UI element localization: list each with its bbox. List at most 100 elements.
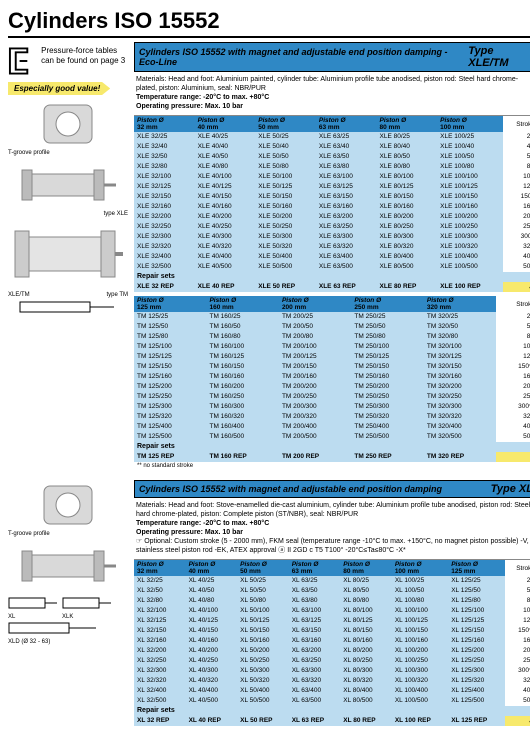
cell: TM 125/400 xyxy=(134,422,206,432)
cell-stroke: 150* xyxy=(503,192,530,202)
cell: XLE 32/125 xyxy=(134,182,195,192)
cell: XL 32/320 xyxy=(134,676,186,686)
table-row: XLE 32/200XLE 40/200XLE 50/200XLE 63/200… xyxy=(134,212,530,222)
cell: TM 125/100 xyxy=(134,342,206,352)
cell: TM 200/125 xyxy=(279,352,351,362)
cell: XLE 63/150 xyxy=(316,192,377,202)
col-head: Piston Ø63 mm xyxy=(316,116,377,132)
col-head-stroke: Stroke xyxy=(503,116,530,132)
cell: XL 50/400 xyxy=(237,686,289,696)
cell: XL 63/300 xyxy=(289,666,341,676)
cell: TM 250/250 xyxy=(351,392,423,402)
cell: XL 125/150 xyxy=(448,626,504,636)
col-head: Piston Ø50 mm xyxy=(237,560,289,576)
cell-stroke: 150** xyxy=(505,626,530,636)
cell-stroke: 400 xyxy=(496,422,530,432)
cell: XL 80/400 xyxy=(340,686,392,696)
table-row: XLE 32/40XLE 40/40XLE 50/40XLE 63/40XLE … xyxy=(134,142,530,152)
table-row: XLE 32/400XLE 40/400XLE 50/400XLE 63/400… xyxy=(134,252,530,262)
col-head: Piston Ø100 mm xyxy=(392,560,448,576)
cell: TM 250/500 xyxy=(351,432,423,442)
repair-cell: XLE 50 REP xyxy=(255,282,316,292)
cell: TM 250/25 xyxy=(351,312,423,322)
cell: XLE 50/300 xyxy=(255,232,316,242)
table-row: XL 32/125XL 40/125XL 50/125XL 63/125XL 8… xyxy=(134,616,530,626)
table-row: TM 125/100TM 160/100TM 200/100TM 250/100… xyxy=(134,342,530,352)
cell-stroke: 200 xyxy=(503,212,530,222)
cell-stroke: 25 xyxy=(496,312,530,322)
cell: XL 125/200 xyxy=(448,646,504,656)
cell: XLE 80/150 xyxy=(377,192,438,202)
repair-label: Repair sets xyxy=(134,706,530,716)
col-head: Piston Ø80 mm xyxy=(377,116,438,132)
clamp-icon xyxy=(8,46,33,76)
repair-cell: XL 40 REP xyxy=(186,716,238,726)
cell: XLE 100/150 xyxy=(437,192,503,202)
cell: XLE 80/125 xyxy=(377,182,438,192)
cell: TM 125/80 xyxy=(134,332,206,342)
cell: XLE 100/160 xyxy=(437,202,503,212)
cell: XL 40/300 xyxy=(186,666,238,676)
cell: XLE 63/80 xyxy=(316,162,377,172)
repair-label: Repair sets xyxy=(134,442,530,452)
cell: XLE 63/160 xyxy=(316,202,377,212)
col-head: Piston Ø125 mm xyxy=(134,296,206,312)
cell: XLE 80/160 xyxy=(377,202,438,212)
cell: XLE 40/200 xyxy=(195,212,256,222)
cell: XLE 50/25 xyxy=(255,132,316,142)
cell: XL 80/125 xyxy=(340,616,392,626)
cell: XL 80/25 xyxy=(340,576,392,586)
cell: XLE 100/400 xyxy=(437,252,503,262)
cell: XLE 80/100 xyxy=(377,172,438,182)
cell: XL 32/125 xyxy=(134,616,186,626)
cell: XLE 32/80 xyxy=(134,162,195,172)
cell: XL 80/80 xyxy=(340,596,392,606)
cell: XLE 100/500 xyxy=(437,262,503,272)
cell-stroke: 160 xyxy=(503,202,530,212)
cell: TM 125/200 xyxy=(134,382,206,392)
cell: XL 32/50 xyxy=(134,586,186,596)
cell: TM 160/500 xyxy=(206,432,278,442)
table-row: TM 125/200TM 160/200TM 200/200TM 250/200… xyxy=(134,382,530,392)
repair-cell: TM 125 REP xyxy=(134,452,206,462)
cell: XL 40/50 xyxy=(186,586,238,596)
cell: XL 125/100 xyxy=(448,606,504,616)
cell-stroke: 300** xyxy=(496,402,530,412)
table-row: XL 32/25XL 40/25XL 50/25XL 63/25XL 80/25… xyxy=(134,576,530,586)
cell: XLE 50/80 xyxy=(255,162,316,172)
cell: XL 100/320 xyxy=(392,676,448,686)
cell: TM 125/125 xyxy=(134,352,206,362)
footnote-tm: ** no standard stroke xyxy=(134,462,530,470)
page-title: Cylinders ISO 15552 xyxy=(8,8,530,38)
cell: XL 125/50 xyxy=(448,586,504,596)
cell: TM 250/200 xyxy=(351,382,423,392)
table-row: TM 125/160TM 160/160TM 200/160TM 250/160… xyxy=(134,372,530,382)
cell: XLE 50/40 xyxy=(255,142,316,152)
repair-cell: TM 250 REP xyxy=(351,452,423,462)
warn-icon: ⚠ xyxy=(505,716,530,726)
repair-cell: XLE 32 REP xyxy=(134,282,195,292)
cell: XLE 40/250 xyxy=(195,222,256,232)
cell-stroke: 160 xyxy=(505,636,530,646)
cell: XL 40/25 xyxy=(186,576,238,586)
table-row: XL 32/50XL 40/50XL 50/50XL 63/50XL 80/50… xyxy=(134,586,530,596)
cell-stroke: 160 xyxy=(496,372,530,382)
cell: TM 200/50 xyxy=(279,322,351,332)
repair-cell: XLE 80 REP xyxy=(377,282,438,292)
col-head-stroke: Stroke xyxy=(505,560,530,576)
cell: XLE 80/40 xyxy=(377,142,438,152)
cell: TM 320/100 xyxy=(424,342,496,352)
cell: XL 80/320 xyxy=(340,676,392,686)
warn-icon: ⚠ xyxy=(503,282,530,292)
cell: TM 200/150 xyxy=(279,362,351,372)
cell: XL 100/100 xyxy=(392,606,448,616)
cell: XLE 80/500 xyxy=(377,262,438,272)
cell: XL 125/320 xyxy=(448,676,504,686)
cell-stroke: 200 xyxy=(496,382,530,392)
cell: XL 32/250 xyxy=(134,656,186,666)
cell: TM 200/400 xyxy=(279,422,351,432)
cell: XLE 100/100 xyxy=(437,172,503,182)
col-head-stroke: Stroke xyxy=(496,296,530,312)
cell: XLE 50/320 xyxy=(255,242,316,252)
cell: XLE 80/300 xyxy=(377,232,438,242)
